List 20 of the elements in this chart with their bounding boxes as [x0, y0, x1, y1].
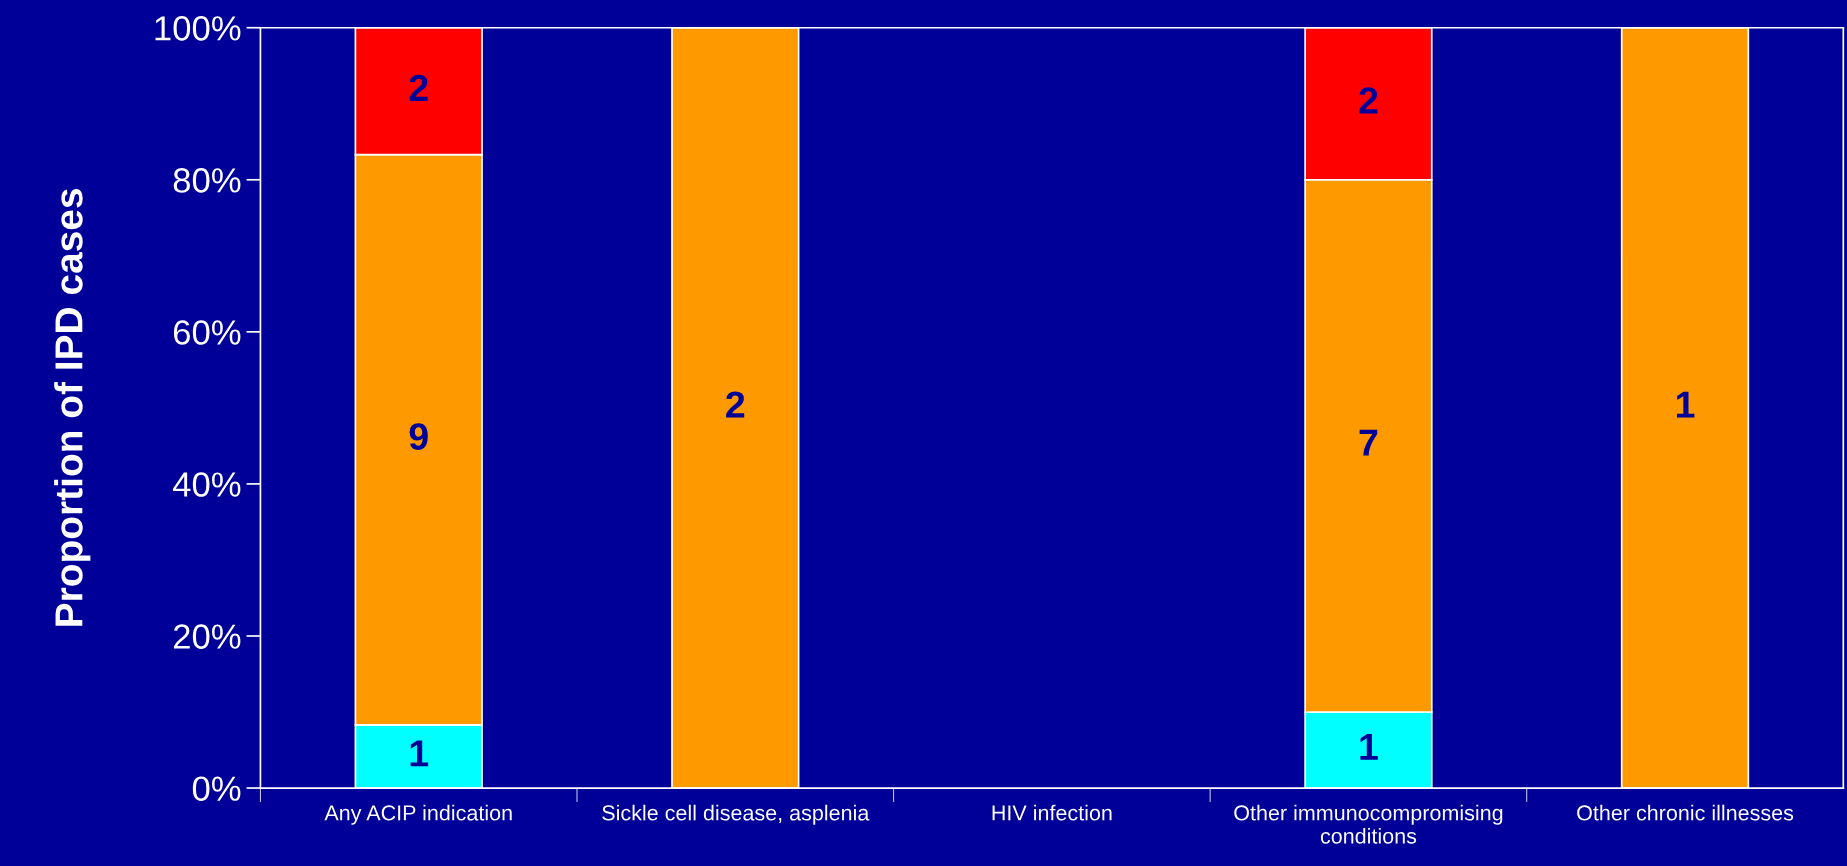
x-tick-label: Any ACIP indication: [324, 804, 512, 825]
y-tick-label: 0%: [192, 776, 241, 801]
y-tick-label: 100%: [155, 16, 241, 41]
x-tick-label: Other immunocompromising conditions: [1234, 804, 1503, 844]
annotation: 2: [726, 391, 745, 418]
y-tick-label: 40%: [172, 472, 241, 497]
annotation: 7: [1359, 429, 1378, 456]
annotation: 1: [1676, 391, 1695, 418]
annotation: 1: [410, 740, 429, 767]
x-tick-label: Sickle cell disease, asplenia: [602, 804, 870, 825]
annotation: 2: [409, 74, 428, 101]
annotation: 1: [1360, 733, 1378, 760]
y-axis-title: Proportion of IPD cases: [54, 189, 91, 626]
annotation: 2: [1359, 87, 1378, 114]
x-tick-label: Other chronic illnesses: [1577, 804, 1794, 821]
y-tick-label: 60%: [173, 320, 241, 345]
x-tick-label: HIV infection: [992, 804, 1112, 821]
y-tick-label: 20%: [173, 624, 241, 649]
annotation: 9: [409, 423, 428, 450]
y-tick-label: 80%: [173, 168, 241, 193]
